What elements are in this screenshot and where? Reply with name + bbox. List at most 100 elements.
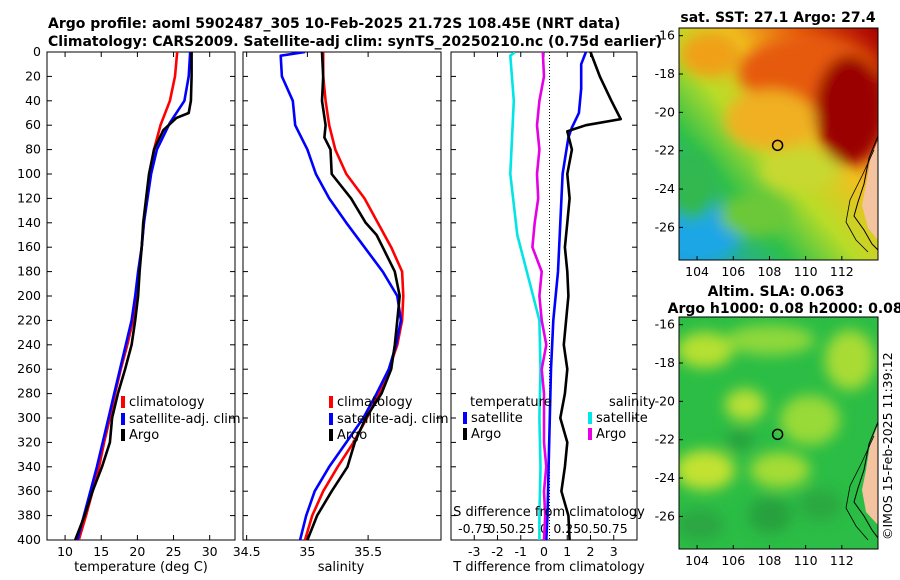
x-tick-label: 34.5 [233,544,261,559]
lat-tick-label: -22 [655,143,675,158]
sst-field [679,28,878,260]
depth-tick-label: 300 [17,410,41,425]
depth-tick-label: 260 [17,361,41,376]
x-tick-label: -1 [515,544,527,559]
lat-tick-label: -26 [655,219,675,234]
sla-map: Altim. SLA: 0.063 Argo h1000: 0.08 h2000… [655,284,900,568]
x-tick-label: 3 [610,544,618,559]
depth-tick-label: 20 [25,68,41,83]
legend-swatch-t-argo [463,428,467,440]
lat-tick-label: -16 [655,317,675,332]
depth-tick-label: 40 [25,93,41,108]
lat-tick-label: -18 [655,66,675,81]
depth-tick-label: 200 [17,288,41,303]
sla-map-title: Altim. SLA: 0.063 [708,284,845,300]
lon-tick-label: 110 [794,553,818,568]
temperature-profile-panel: 0 20 40 60 80 100 120 140 160 180 200 220 240 260 280 3… [17,44,240,575]
series-line-s-satellite [508,52,542,540]
s-difference-label: S difference from climatology [453,505,645,520]
salinity-xlabel: salinity [318,560,365,575]
s-diff-tick-label: 0.5 [581,521,601,536]
salinity-profile-panel: 34.5 35 35.5 salinity climatology satellit… [233,51,449,575]
lon-tick-label: 108 [758,264,782,279]
lon-tick-label: 110 [794,264,818,279]
difference-profile-panel: -3 -2 -1 0 1 2 3 -0.750.5 0.25 0 0.25 0.5 0.75 S di… [450,51,656,575]
s-diff-tick-label: -0.75 [458,521,490,536]
legend-swatch-climatology [329,396,333,408]
depth-tick-label: 180 [17,264,41,279]
lon-tick-label: 104 [685,553,709,568]
sst-map-lat-axis: -16 -18 -20 -22 -24 -26 [655,28,683,234]
figure-title-1: Argo profile: aoml 5902487_305 10-Feb-20… [48,16,620,32]
legend-satellite: satellite-adj. clim [337,412,449,427]
temperature-xlabel: temperature (deg C) [74,560,208,575]
depth-tick-label: 340 [17,459,41,474]
sst-map-lon-axis: 104 106 108 110 112 [685,256,854,279]
imos-credit: ©IMOS 15-Feb-2025 11:39:12 [880,352,895,540]
difference-legend: temperature salinity satellite Argo sate… [463,395,656,442]
x-tick-label: 1 [563,544,571,559]
sla-land [862,425,878,525]
legend-swatch-satellite [121,413,125,425]
x-tick-label: 35.5 [354,544,382,559]
x-tick-label: -2 [491,544,503,559]
salinity-legend: climatology satellite-adj. clim Argo [329,395,449,443]
sst-map-title: sat. SST: 27.1 Argo: 27.4 [680,10,876,26]
x-tick-label: 2 [587,544,595,559]
s-diff-tick-label: 0.25 [507,521,535,536]
legend-s-argo: Argo [596,427,626,442]
x-tick-label: 30 [202,544,218,559]
series-line-argo [73,52,193,540]
depth-tick-label: 100 [17,166,41,181]
legend-t-satellite: satellite [471,411,523,426]
lon-tick-label: 108 [758,553,782,568]
sla-map-subtitle: Argo h1000: 0.08 h2000: 0.082 [668,301,900,317]
legend-argo: Argo [129,428,159,443]
legend-title-temperature: temperature [470,395,552,410]
temperature-legend: climatology satellite-adj. clim Argo [121,395,241,443]
lat-tick-label: -22 [655,432,675,447]
legend-swatch-satellite [329,413,333,425]
legend-argo: Argo [337,428,367,443]
temperature-x-axis: 10 15 20 25 30 [47,51,235,559]
depth-tick-label: 160 [17,239,41,254]
sla-colour-patches [679,325,875,541]
difference-axes-box [450,51,638,541]
depth-tick-label: 60 [25,117,41,132]
depth-tick-label: 80 [25,142,41,157]
salinity-difference-tick-labels: -0.750.5 0.25 0 0.25 0.5 0.75 [458,521,628,536]
sla-map-frame [678,316,879,550]
legend-swatch-argo [121,429,125,441]
lat-tick-label: -18 [655,355,675,370]
legend-satellite: satellite-adj. clim [129,412,241,427]
depth-tick-label: 320 [17,434,41,449]
figure-title-2: Climatology: CARS2009. Satellite-adj cli… [48,34,662,50]
x-tick-label: 0 [540,544,548,559]
depth-tick-label: 220 [17,312,41,327]
x-tick-label: 35 [299,544,315,559]
legend-title-salinity: salinity [609,395,656,410]
series-line-s-argo [531,52,548,540]
legend-swatch-s-argo [588,428,592,440]
sst-argo-position-marker [771,139,784,152]
lat-tick-label: -16 [655,28,675,43]
salinity-x-axis: 34.5 35 35.5 [233,51,441,559]
x-tick-label: 25 [166,544,182,559]
legend-swatch-t-satellite [463,412,467,424]
sla-bathymetry-contour [845,435,875,541]
s-diff-tick-label: 0.25 [553,521,581,536]
sst-bathymetry-contour [845,149,875,253]
depth-tick-label: 280 [17,386,41,401]
depth-tick-label: 380 [17,508,41,523]
lat-tick-label: -24 [655,470,675,485]
sst-map-frame [678,27,879,261]
sla-field [679,317,878,549]
salinity-axes-box [242,51,442,541]
depth-tick-label: 400 [17,532,41,547]
series-line-t-satellite [545,52,588,540]
series-line-satellite-adj-clim [279,52,403,540]
depth-tick-label: 140 [17,215,41,230]
sla-map-lat-axis: -16 -18 -20 -22 -24 -26 [655,317,683,523]
sla-argo-position-marker [771,428,784,441]
